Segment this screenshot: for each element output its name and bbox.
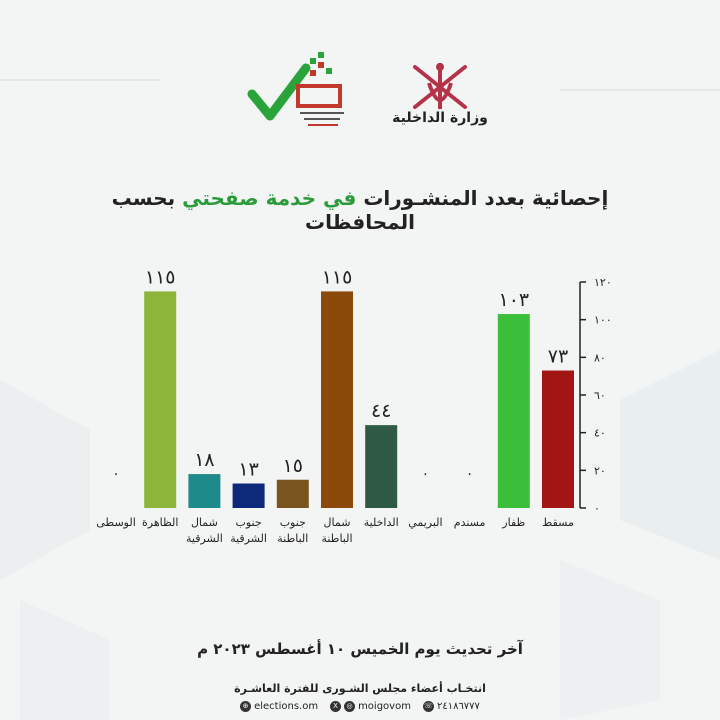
bar-value-label: ٤٤ [371, 400, 391, 422]
category-label: البريمي [408, 516, 442, 529]
bar-value-label: ١١٥ [145, 266, 176, 288]
category-label: مسقط [542, 516, 574, 529]
category-label: شمال [191, 516, 218, 529]
header-logos: وزارة الداخلية [0, 40, 720, 140]
category-label: جنوب [280, 516, 306, 529]
oman-emblem-icon [413, 63, 467, 109]
instagram-icon: ◎ [344, 700, 356, 712]
handle-text: moigovom [358, 700, 411, 712]
bar-value-label: ٠ [422, 466, 430, 482]
elections-logo-icon [247, 52, 344, 126]
last-update-text: آخر تحديث يوم الخميس ١٠ أغسطس ٢٠٢٣ م [197, 640, 523, 658]
bar [497, 314, 530, 508]
globe-icon: ⊕ [240, 700, 252, 712]
title-part-1: إحصائية بعدد المنشـورات [356, 186, 609, 210]
website-text: elections.om [254, 700, 319, 712]
phone-icon: ☏ [422, 700, 434, 712]
bar [321, 291, 353, 508]
social-links: ⊕ elections.om X ◎ moigovom ☏ ٢٤١٨٦٧٧٧ [200, 698, 520, 714]
bar-value-label: ١٥ [283, 455, 303, 477]
category-label: الشرقية [186, 532, 223, 545]
y-tick-label: ١٠٠ [594, 314, 612, 327]
category-label: جنوب [236, 516, 262, 529]
bar-value-label: ٧٣ [548, 346, 568, 368]
social-handle[interactable]: X ◎ moigovom [330, 698, 411, 714]
bar-value-label: ١٨ [194, 449, 214, 471]
bar [188, 474, 221, 508]
category-label: شمال [324, 516, 351, 529]
category-label: مسندم [454, 516, 486, 529]
category-label: الباطنة [277, 532, 308, 545]
category-label: ظفار [501, 516, 525, 529]
y-tick-label: ٠ [594, 502, 600, 515]
title-highlight: في خدمة صفحتي [182, 186, 357, 210]
title-part-2: بحسب المحافظات [111, 186, 415, 234]
bar-value-label: ١١٥ [322, 266, 353, 288]
y-tick-label: ٦٠ [594, 389, 606, 402]
bar [232, 483, 265, 508]
category-label: الباطنة [321, 532, 352, 545]
phone-text: ٢٤١٨٦٧٧٧ [436, 700, 480, 712]
category-label: الوسطى [96, 516, 136, 529]
website-link[interactable]: ⊕ elections.om [240, 698, 318, 714]
elections-subtitle: انتخـاب أعضاء مجلس الشـورى للفترة العاشـ… [234, 682, 486, 695]
category-label: الداخلية [364, 516, 399, 529]
category-label: الشرقية [230, 532, 267, 545]
bar [144, 291, 177, 508]
y-tick-label: ٢٠ [594, 464, 606, 477]
bar-value-label: ١٣ [238, 459, 258, 481]
phone-link[interactable]: ☏ ٢٤١٨٦٧٧٧ [422, 698, 480, 714]
chart-title: إحصائية بعدد المنشـورات في خدمة صفحتي بح… [80, 186, 640, 234]
bar [276, 479, 309, 508]
bar [365, 425, 398, 508]
bar [542, 370, 574, 508]
bar-value-label: ١٠٣ [498, 289, 529, 311]
y-tick-label: ١٢٠ [594, 276, 612, 289]
ministry-name: وزارة الداخلية [392, 110, 488, 126]
y-tick-label: ٨٠ [594, 351, 606, 364]
y-tick-label: ٤٠ [594, 427, 606, 440]
bar-value-label: ٠ [112, 466, 120, 482]
bar-value-label: ٠ [466, 466, 474, 482]
category-label: الظاهرة [142, 516, 178, 529]
x-icon: X [330, 700, 342, 712]
